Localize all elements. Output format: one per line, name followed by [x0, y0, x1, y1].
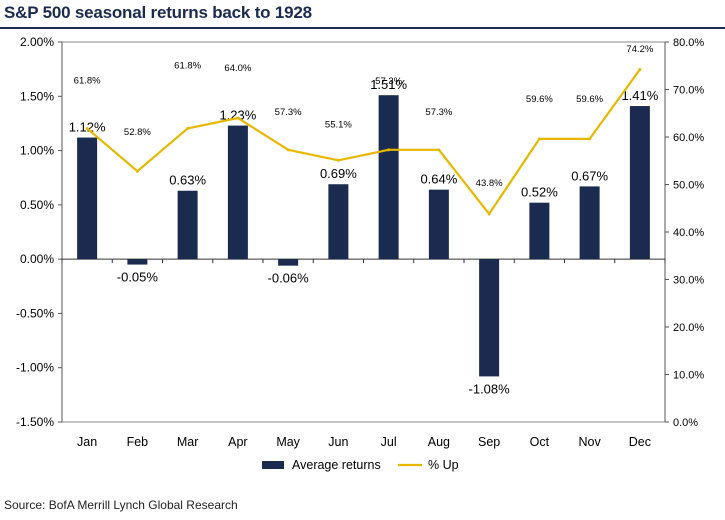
bar	[479, 259, 500, 377]
bar	[227, 125, 248, 260]
bar	[428, 189, 449, 260]
y-left-tick-label: 2.00%	[20, 35, 54, 49]
line-point	[588, 137, 592, 141]
line-value-label: 61.8%	[74, 75, 101, 86]
bar	[127, 259, 148, 265]
bar	[529, 202, 550, 260]
line-value-label: 57.3%	[425, 107, 452, 118]
line-value-label: 57.3%	[375, 76, 402, 87]
bar-value-label: -0.06%	[268, 271, 310, 286]
bar-value-label: 1.51%	[370, 77, 407, 92]
chart-area: 2.00% 1.50% 1.00% 0.50% 0.00% -0.50% -1.00% -1.…	[0, 29, 725, 489]
bar	[177, 190, 198, 260]
line-point	[236, 116, 240, 120]
line-value-label: 61.8%	[174, 60, 201, 71]
line-point	[387, 148, 391, 152]
bar	[378, 95, 399, 260]
pct-up-line	[86, 68, 641, 216]
y-left-tick-label: 1.50%	[20, 89, 54, 103]
line-value-label: 55.1%	[325, 119, 352, 130]
x-tick-label: Nov	[579, 435, 602, 449]
line-point	[286, 148, 290, 152]
line-value-label: 64.0%	[224, 63, 251, 74]
y-right-tick-label: 10.0%	[673, 370, 704, 382]
line-value-label: 59.6%	[576, 94, 603, 105]
line-point	[336, 158, 340, 162]
line-point	[85, 126, 89, 130]
y-right-tick-label: 20.0%	[673, 322, 704, 334]
line-value-label: 52.8%	[124, 127, 151, 138]
line-point	[135, 169, 139, 173]
y-left-tick-label: -1.50%	[16, 415, 54, 429]
bar-value-label: -1.08%	[469, 381, 511, 396]
x-tick-label: Jun	[328, 435, 348, 449]
chart-title: S&P 500 seasonal returns back to 1928	[4, 3, 312, 22]
bar	[629, 106, 650, 260]
y-right-tick-label: 60.0%	[673, 132, 704, 144]
x-tick-label: Jan	[77, 435, 97, 449]
line-point	[537, 137, 541, 141]
line-point	[638, 68, 642, 72]
bar	[328, 184, 349, 260]
bar-value-label: 1.41%	[621, 88, 658, 103]
legend-bar-label: Average returns	[292, 458, 381, 472]
bar-value-label: 0.52%	[521, 185, 558, 200]
source-note: Source: BofA Merrill Lynch Global Resear…	[4, 498, 238, 512]
x-tick-label: Apr	[228, 435, 247, 449]
bar-value-label: 0.63%	[169, 173, 206, 188]
y-right-tick-label: 80.0%	[673, 37, 704, 49]
line-point	[186, 126, 190, 130]
y-right-tick-label: 0.0%	[673, 417, 698, 429]
y-left-tick-label: 0.00%	[20, 252, 54, 266]
y-right-tick-label: 70.0%	[673, 85, 704, 97]
y-left-tick-label: 1.00%	[20, 144, 54, 158]
bar-value-label: -0.05%	[117, 270, 159, 285]
y-right-tick-label: 40.0%	[673, 227, 704, 239]
bar	[77, 137, 98, 260]
line-value-label: 57.3%	[275, 107, 302, 118]
y-left-tick-label: -0.50%	[16, 306, 54, 320]
line-point	[437, 148, 441, 152]
y-left-tick-label: -1.00%	[16, 361, 54, 375]
x-tick-label: Mar	[177, 435, 199, 449]
title-rule	[0, 27, 725, 29]
x-tick-label: Feb	[127, 435, 149, 449]
x-tick-label: Aug	[428, 435, 450, 449]
bar-value-label: 0.67%	[571, 168, 608, 183]
legend-bar-swatch	[262, 461, 284, 469]
bar-value-label: 0.64%	[420, 172, 457, 187]
line-point	[487, 212, 491, 216]
x-tick-label: Oct	[530, 435, 550, 449]
x-tick-label: May	[276, 435, 300, 449]
bar-value-label: 0.69%	[320, 166, 357, 181]
bar	[278, 259, 299, 266]
legend-line-label: % Up	[428, 458, 459, 472]
x-tick-label: Jul	[381, 435, 397, 449]
bar	[579, 186, 600, 260]
line-value-label: 59.6%	[526, 94, 553, 105]
y-right-tick-label: 50.0%	[673, 180, 704, 192]
x-tick-label: Sep	[478, 435, 500, 449]
line-value-label: 43.8%	[476, 178, 503, 189]
y-left-tick-label: 0.50%	[20, 198, 54, 212]
y-right-tick-label: 30.0%	[673, 275, 704, 287]
line-value-label: 74.2%	[626, 44, 653, 55]
x-tick-label: Dec	[629, 435, 651, 449]
chart-svg: 2.00% 1.50% 1.00% 0.50% 0.00% -0.50% -1.00% -1.…	[16, 35, 704, 472]
